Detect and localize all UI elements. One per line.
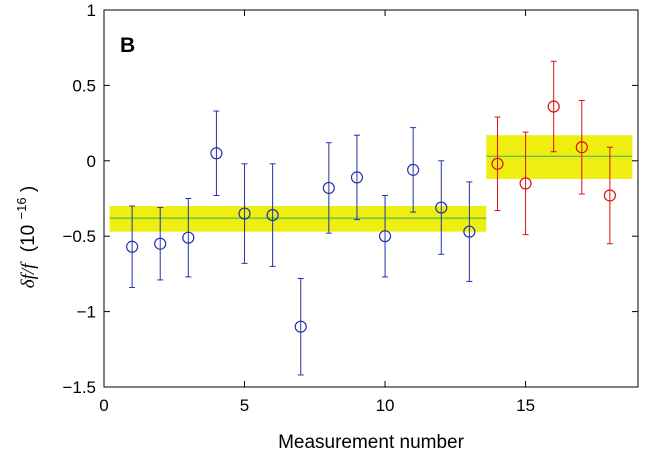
data-point [126, 205, 139, 288]
y-tick-label: −1 [77, 303, 96, 322]
data-point [238, 163, 251, 264]
x-tick-label: 0 [99, 396, 108, 415]
data-point [266, 163, 279, 267]
data-point [154, 207, 167, 281]
y-axis-close: ) [18, 186, 39, 192]
marker-circle [126, 240, 139, 253]
data-point [435, 160, 448, 255]
marker-circle [463, 225, 476, 238]
marker-circle [294, 320, 307, 333]
marker-circle [491, 157, 504, 170]
marker-circle [210, 147, 223, 160]
y-axis-title: δf/f (10 −16 ) [10, 186, 39, 288]
panel-label: B [120, 34, 135, 57]
data-point [350, 134, 364, 221]
marker-circle [350, 171, 364, 184]
data-point [378, 194, 392, 278]
data-point [210, 110, 223, 196]
marker-circle [407, 163, 420, 176]
marker-circle [154, 237, 167, 250]
x-tick-label: 10 [376, 396, 395, 415]
data-point [519, 131, 532, 236]
marker-circle [266, 208, 279, 222]
confidence-bands [109, 135, 633, 232]
data-point [407, 127, 420, 213]
data-point [575, 99, 588, 195]
y-axis-symbol: δf/f [18, 261, 39, 288]
marker-circle [603, 189, 616, 202]
marker-circle [378, 230, 392, 243]
y-tick-label: 0 [87, 152, 96, 171]
band-1 [109, 206, 487, 232]
data-point [182, 198, 195, 278]
marker-circle [435, 201, 448, 214]
band-2 [486, 135, 633, 179]
axis-ticks: 0 5 10 15 −1.5 −1 −0.5 0 0.5 1 [62, 1, 638, 415]
data-point [491, 116, 504, 212]
y-tick-label: −1.5 [62, 378, 96, 397]
marker-circle [519, 177, 532, 190]
data-series [126, 60, 616, 376]
x-tick-label: 5 [240, 396, 249, 415]
marker-circle [182, 231, 195, 244]
y-axis-unit: (10 [18, 225, 39, 252]
marker-circle [547, 100, 560, 113]
data-point [547, 60, 560, 153]
marker-circle [322, 181, 335, 195]
x-tick-label: 15 [516, 396, 535, 415]
y-tick-label: 0.5 [72, 76, 96, 95]
data-point [463, 181, 476, 282]
data-point [603, 146, 616, 245]
y-tick-label: −0.5 [62, 227, 96, 246]
y-axis-exponent: −16 [14, 197, 29, 219]
marker-circle [238, 207, 251, 220]
data-point [294, 277, 307, 376]
axes-box [103, 9, 639, 388]
marker-circle [575, 141, 588, 154]
data-point [322, 142, 335, 234]
x-axis-title: Measurement number [278, 432, 465, 453]
y-tick-label: 1 [87, 1, 96, 20]
